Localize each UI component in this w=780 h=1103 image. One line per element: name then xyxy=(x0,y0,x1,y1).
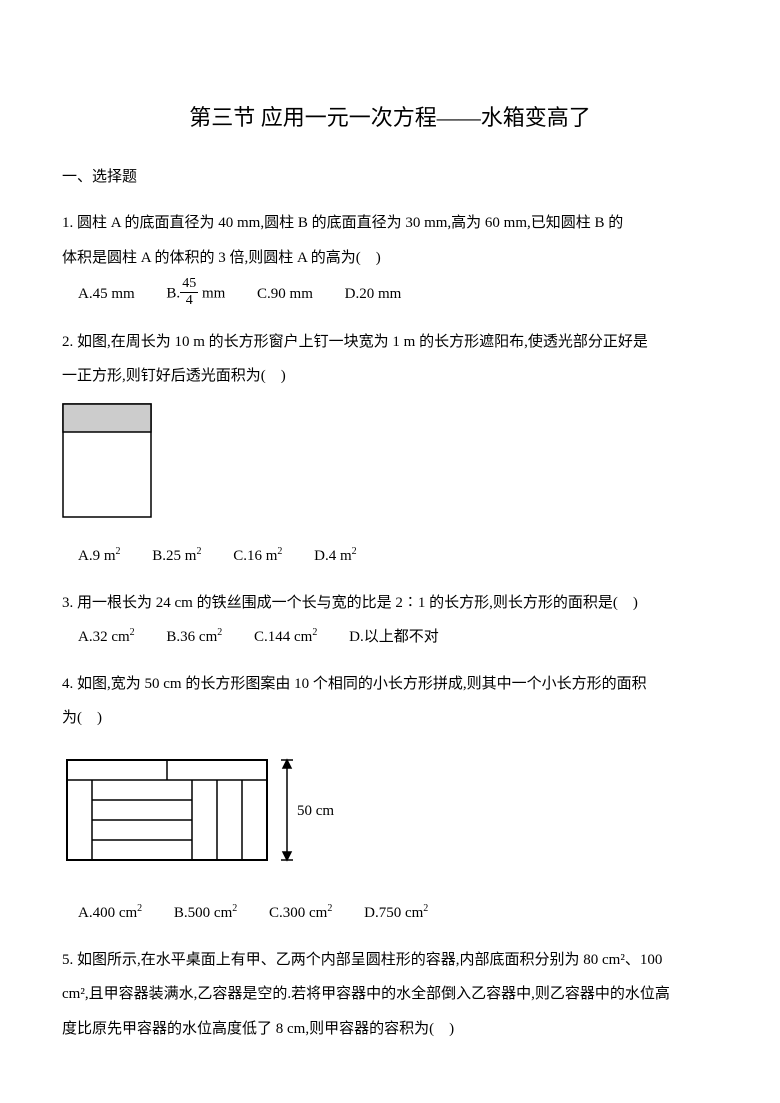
q4-options: A.400 cm2 B.500 cm2 C.300 cm2 D.750 cm2 xyxy=(62,899,718,928)
q5-text-line1: 5. 如图所示,在水平桌面上有甲、乙两个内部呈圆柱形的容器,内部底面积分别为 8… xyxy=(62,946,718,975)
question-4: 4. 如图,宽为 50 cm 的长方形图案由 10 个相同的小长方形拼成,则其中… xyxy=(62,670,718,928)
q1-text-line2: 体积是圆柱 A 的体积的 3 倍,则圆柱 A 的高为( ) xyxy=(62,244,718,273)
q3-optA: A.32 cm2 xyxy=(78,623,135,652)
q1-optC: C.90 mm xyxy=(257,280,313,309)
q5-text-line2: cm²,且甲容器装满水,乙容器是空的.若将甲容器中的水全部倒入乙容器中,则乙容器… xyxy=(62,980,718,1009)
q1-text-line1: 1. 圆柱 A 的底面直径为 40 mm,圆柱 B 的底面直径为 30 mm,高… xyxy=(62,209,718,238)
q2-optB: B.25 m2 xyxy=(152,542,201,571)
q3-optD: D.以上都不对 xyxy=(349,623,439,652)
dimension-label: 50 cm xyxy=(297,803,334,819)
fraction-icon: 454 xyxy=(180,276,198,308)
q3-text: 3. 用一根长为 24 cm 的铁丝围成一个长与宽的比是 2∶1 的长方形,则长… xyxy=(62,589,718,618)
page-title: 第三节 应用一元一次方程——水箱变高了 xyxy=(62,100,718,135)
q1-optB-post: mm xyxy=(198,286,225,302)
section-heading: 一、选择题 xyxy=(62,165,718,189)
tiling-diagram-icon: 50 cm xyxy=(62,745,352,875)
q2-optA: A.9 m2 xyxy=(78,542,121,571)
question-2: 2. 如图,在周长为 10 m 的长方形窗户上钉一块宽为 1 m 的长方形遮阳布… xyxy=(62,328,718,571)
q1-optD: D.20 mm xyxy=(345,280,402,309)
q5-text-line3: 度比原先甲容器的水位高度低了 8 cm,则甲容器的容积为( ) xyxy=(62,1015,718,1044)
q1-options: A.45 mm B.454 mm C.90 mm D.20 mm xyxy=(62,278,718,310)
q4-optB: B.500 cm2 xyxy=(174,899,237,928)
q2-optC: C.16 m2 xyxy=(233,542,282,571)
question-5: 5. 如图所示,在水平桌面上有甲、乙两个内部呈圆柱形的容器,内部底面积分别为 8… xyxy=(62,946,718,1044)
q2-options: A.9 m2 B.25 m2 C.16 m2 D.4 m2 xyxy=(62,542,718,571)
question-1: 1. 圆柱 A 的底面直径为 40 mm,圆柱 B 的底面直径为 30 mm,高… xyxy=(62,209,718,310)
q2-optD: D.4 m2 xyxy=(314,542,357,571)
q3-optB: B.36 cm2 xyxy=(166,623,222,652)
q2-text-line2: 一正方形,则钉好后透光面积为( ) xyxy=(62,362,718,391)
question-3: 3. 用一根长为 24 cm 的铁丝围成一个长与宽的比是 2∶1 的长方形,则长… xyxy=(62,589,718,652)
q4-optD: D.750 cm2 xyxy=(364,899,428,928)
q4-text-line2: 为( ) xyxy=(62,704,718,733)
q1-optA: A.45 mm xyxy=(78,280,135,309)
q1-optB-den: 4 xyxy=(180,293,198,308)
window-diagram-icon xyxy=(62,403,152,518)
q4-optA: A.400 cm2 xyxy=(78,899,142,928)
q4-figure: 50 cm xyxy=(62,745,718,886)
q4-optC: C.300 cm2 xyxy=(269,899,332,928)
q1-optB: B.454 mm xyxy=(166,278,225,310)
q2-text-line1: 2. 如图,在周长为 10 m 的长方形窗户上钉一块宽为 1 m 的长方形遮阳布… xyxy=(62,328,718,357)
q4-text-line1: 4. 如图,宽为 50 cm 的长方形图案由 10 个相同的小长方形拼成,则其中… xyxy=(62,670,718,699)
q1-optB-num: 45 xyxy=(180,276,198,292)
q2-figure xyxy=(62,403,718,529)
q3-options: A.32 cm2 B.36 cm2 C.144 cm2 D.以上都不对 xyxy=(62,623,718,652)
q1-optB-pre: B. xyxy=(166,286,180,302)
q3-optC: C.144 cm2 xyxy=(254,623,317,652)
